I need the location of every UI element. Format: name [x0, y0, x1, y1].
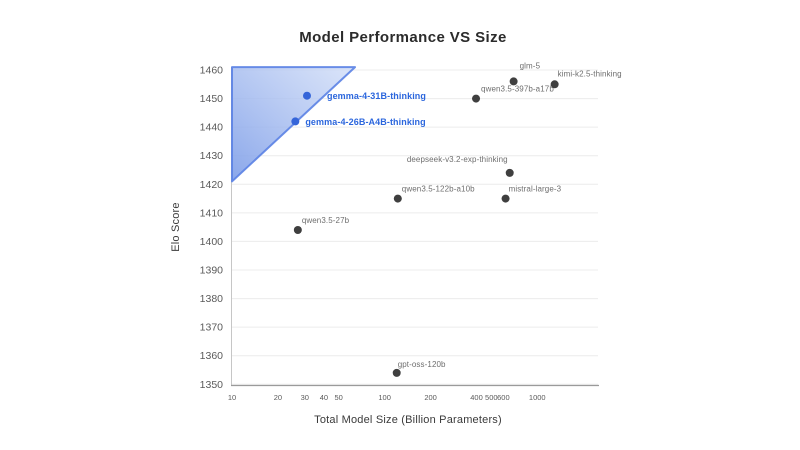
axes: 1350 1360 1370 1380 1390 1400 1410 1420 1430 1440… [200, 65, 599, 402]
x-tick-label: 1000 [529, 393, 546, 402]
y-tick-label: 1460 [200, 65, 224, 77]
data-point-gemma-4-26B-A4B-thinking [291, 117, 300, 126]
point-label-glm-5: glm-5 [520, 61, 541, 70]
data-point-kimi-k2.5-thinking [550, 80, 559, 89]
x-tick-label: 200 [424, 393, 437, 402]
point-label-gemma-4-31B-thinking: gemma-4-31B-thinking [327, 91, 426, 101]
data-point-qwen3.5-397b-a17b [472, 94, 481, 103]
chart-title: Model Performance VS Size [299, 29, 507, 46]
data-point-mistral-large-3 [501, 194, 510, 203]
x-tick-label: 50 [335, 393, 343, 402]
x-tick-label: 400 [470, 393, 483, 402]
y-tick-label: 1440 [200, 122, 224, 134]
y-axis-title: Elo Score [170, 202, 182, 252]
data-point-qwen3.5-122b-a10b [393, 194, 402, 203]
point-label-kimi-k2.5-thinking: kimi-k2.5-thinking [558, 69, 622, 78]
data-points: gemma-4-31B-thinking gemma-4-26B-A4B-thin… [291, 61, 622, 377]
data-point-deepseek-v3.2-exp-thinking [505, 168, 514, 177]
point-label-qwen3.5-397b-a17b: qwen3.5-397b-a17b [481, 85, 554, 94]
point-label-gemma-4-26B-A4B-thinking: gemma-4-26B-A4B-thinking [305, 117, 425, 127]
x-tick-label: 20 [274, 393, 282, 402]
x-axis-title: Total Model Size (Billion Parameters) [314, 414, 502, 426]
data-point-gpt-oss-120b [392, 368, 401, 377]
y-tick-label: 1360 [200, 350, 224, 362]
point-label-qwen3.5-27b: qwen3.5-27b [302, 216, 350, 225]
y-tick-label: 1410 [200, 207, 224, 219]
y-tick-label: 1350 [200, 379, 224, 391]
y-tick-label: 1430 [200, 150, 224, 162]
data-point-qwen3.5-27b [293, 226, 302, 235]
y-tick-label: 1370 [200, 322, 224, 334]
y-tick-label: 1420 [200, 179, 224, 191]
x-tick-label: 10 [228, 393, 236, 402]
x-tick-label: 500 [485, 393, 498, 402]
y-tick-label: 1400 [200, 236, 224, 248]
x-tick-label: 40 [320, 393, 328, 402]
y-tick-label: 1450 [200, 93, 224, 105]
x-tick-label: 30 [301, 393, 309, 402]
point-label-deepseek-v3.2-exp-thinking: deepseek-v3.2-exp-thinking [407, 155, 508, 164]
point-label-gpt-oss-120b: gpt-oss-120b [398, 360, 446, 369]
data-point-gemma-4-31B-thinking [302, 91, 311, 100]
point-label-mistral-large-3: mistral-large-3 [509, 185, 562, 194]
point-label-qwen3.5-122b-a10b: qwen3.5-122b-a10b [402, 185, 475, 194]
data-point-glm-5 [509, 77, 518, 86]
x-tick-label: 600 [497, 393, 510, 402]
y-tick-label: 1390 [200, 265, 224, 277]
y-tick-label: 1380 [200, 293, 224, 305]
x-tick-label: 100 [378, 393, 391, 402]
